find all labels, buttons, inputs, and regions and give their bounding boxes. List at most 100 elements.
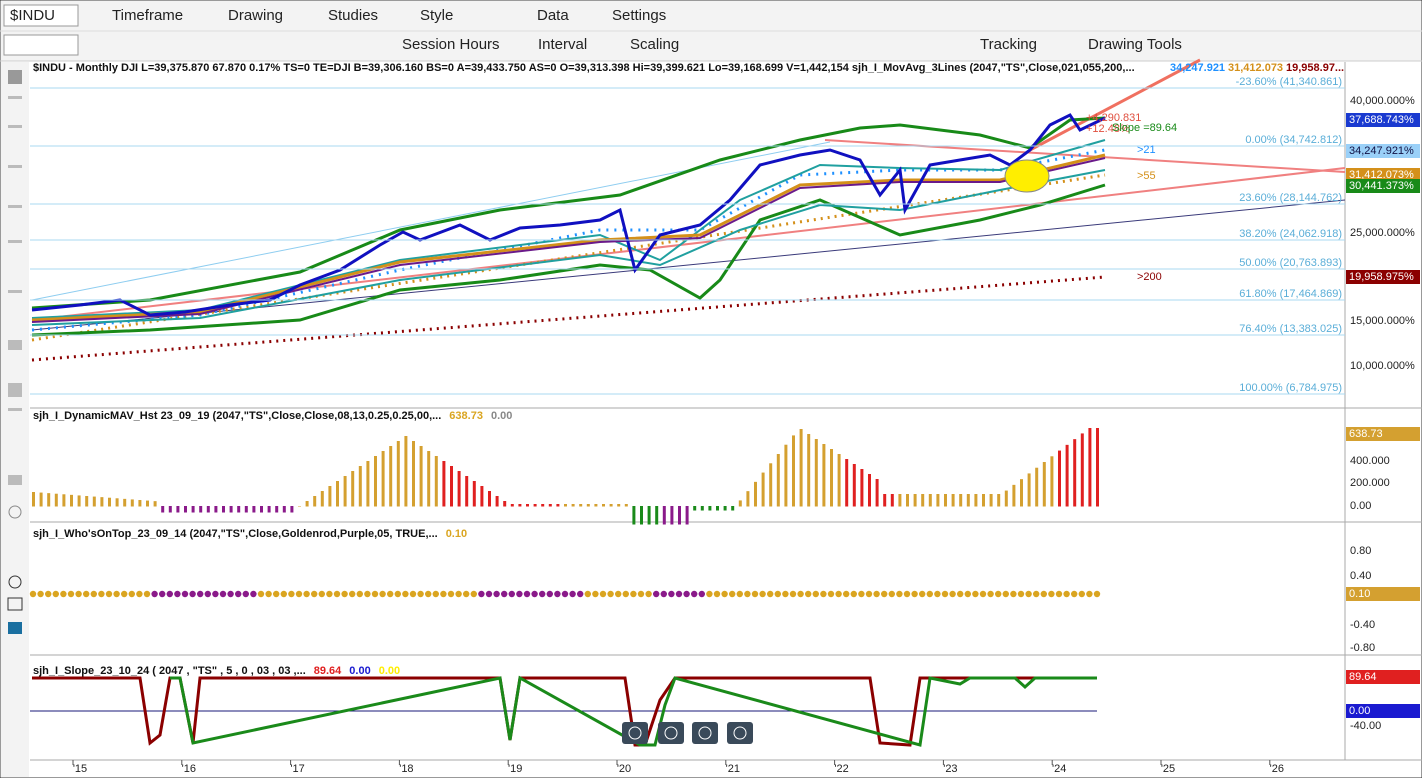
annotation: +4,290.831 — [1086, 112, 1141, 124]
hist-bar — [465, 476, 469, 507]
axis-label: 0.00 — [1350, 500, 1371, 512]
dot — [767, 590, 774, 598]
hist-bar — [153, 501, 157, 507]
hist-bar — [662, 506, 666, 525]
symbol-box[interactable] — [3, 4, 79, 27]
dot — [964, 590, 971, 598]
hist-bar — [647, 506, 651, 525]
dot — [706, 590, 713, 598]
panel-label: sjh_I_DynamicMAV_Hst 23_09_19 (2047,"TS"… — [33, 410, 441, 422]
menu-item[interactable]: Interval — [538, 36, 587, 53]
panel-label: sjh_I_Slope_23_10_24 ( 2047 , "TS" , 5 ,… — [33, 665, 306, 677]
hist-bar — [685, 506, 689, 525]
x-axis-label: '23 — [943, 763, 957, 775]
hist-bar — [206, 506, 210, 513]
hist-bar — [457, 471, 461, 507]
dot — [1093, 590, 1101, 598]
hist-bar — [936, 494, 940, 507]
dot — [782, 590, 789, 598]
hist-bar — [161, 506, 165, 513]
dot — [447, 590, 455, 598]
menu-item[interactable]: Studies — [328, 7, 378, 24]
dot — [1063, 590, 1070, 598]
dot — [204, 590, 211, 598]
zoom-out[interactable] — [727, 722, 753, 744]
menu-item[interactable]: Scaling — [630, 36, 679, 53]
hist-bar — [168, 506, 172, 513]
menu-item[interactable]: Data — [537, 7, 569, 24]
scroll-right[interactable] — [658, 722, 684, 744]
hist-bar — [336, 481, 339, 507]
axis-label: 0.80 — [1350, 545, 1371, 557]
hist-bar — [176, 506, 180, 513]
dot — [691, 590, 698, 598]
hist-bar — [260, 506, 263, 513]
dot — [242, 590, 249, 598]
price-tag — [1346, 168, 1420, 182]
x-axis-label: '19 — [508, 763, 522, 775]
hist-bar — [412, 441, 415, 507]
symbol[interactable]: $INDU — [10, 7, 55, 24]
price-axis-label: 40,000.000% — [1350, 95, 1415, 107]
annotation: >200 — [1137, 271, 1162, 283]
menu-item[interactable]: Session Hours — [402, 36, 500, 53]
menu-item[interactable]: Style — [420, 7, 453, 24]
header-value: 34,247.921 — [1170, 62, 1225, 74]
dot — [295, 590, 303, 598]
price-tag — [1346, 144, 1420, 158]
fib-label: 100.00% (6,784.975) — [1239, 382, 1342, 394]
dot — [501, 590, 508, 598]
hist-bar — [883, 494, 887, 507]
dot — [721, 590, 728, 598]
hist-bar — [1065, 444, 1069, 507]
dot — [371, 590, 379, 598]
dot — [911, 590, 918, 598]
dropdown[interactable] — [3, 34, 79, 56]
hist-bar — [738, 500, 742, 507]
dot — [250, 590, 257, 598]
hist-bar — [898, 494, 902, 507]
panel-value: 89.64 — [314, 665, 342, 677]
dot — [29, 590, 37, 598]
hist-bar — [1058, 450, 1061, 507]
hist-bar — [328, 486, 332, 507]
hist-bar — [434, 456, 438, 507]
dot — [1086, 590, 1093, 598]
dot — [865, 590, 873, 598]
dot — [546, 590, 553, 598]
menu-item[interactable]: Drawing Tools — [1088, 36, 1182, 53]
zoom-in[interactable] — [692, 722, 718, 744]
dot — [136, 590, 143, 598]
dot — [789, 590, 797, 598]
dot — [60, 590, 67, 598]
menu-item[interactable]: Settings — [612, 7, 666, 24]
hist-bar — [594, 504, 598, 507]
scroll-left[interactable] — [622, 722, 648, 744]
x-axis-label: '18 — [399, 763, 413, 775]
dot — [273, 590, 280, 598]
dot — [949, 590, 956, 598]
hist-bar — [450, 466, 453, 507]
hist-bar — [997, 494, 1001, 507]
panel-tag — [1346, 670, 1420, 684]
hist-bar — [564, 504, 567, 507]
hist-bar — [860, 469, 864, 507]
dot — [835, 590, 842, 598]
dot — [463, 590, 470, 598]
dot — [934, 590, 941, 598]
dots-row — [29, 590, 1101, 598]
dot — [987, 590, 994, 598]
dot — [972, 590, 979, 598]
dot — [812, 590, 819, 598]
dot — [850, 590, 857, 598]
menu-item[interactable]: Timeframe — [112, 7, 183, 24]
hist-bar — [989, 494, 993, 507]
x-axis-label: '25 — [1161, 763, 1175, 775]
menu-item[interactable]: Drawing — [228, 7, 283, 24]
menu-item[interactable]: Tracking — [980, 36, 1037, 53]
fib-label: -23.60% (41,340.861) — [1236, 76, 1342, 88]
scroll-right-icon — [664, 726, 678, 740]
dot — [303, 590, 310, 598]
hist-bar — [944, 494, 947, 507]
dot — [341, 590, 348, 598]
